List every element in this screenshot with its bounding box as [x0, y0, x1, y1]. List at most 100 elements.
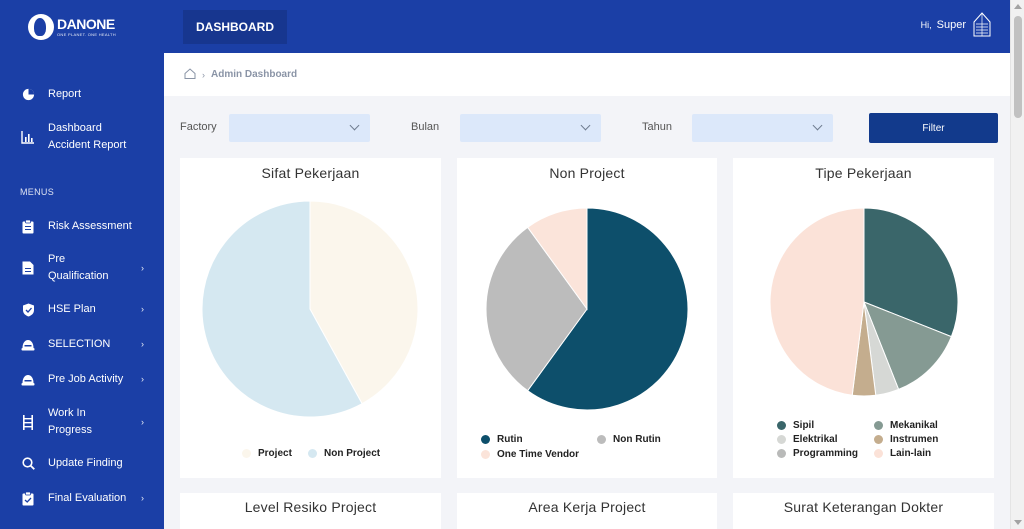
helmet-icon	[21, 338, 35, 352]
sidebar-item-risk-assessment[interactable]: Risk Assessment	[0, 218, 164, 235]
brand-tagline: ONE PLANET. ONE HEALTH	[57, 31, 116, 37]
bulan-select[interactable]	[460, 114, 601, 142]
factory-select[interactable]	[229, 114, 370, 142]
legend-item[interactable]: Rutin	[481, 434, 523, 445]
chart-card-area-kerja-project: Area Kerja Project	[457, 493, 717, 529]
user-name: Super	[936, 19, 966, 31]
chevron-right-icon: ›	[141, 304, 144, 314]
legend-item[interactable]: Elektrikal	[777, 434, 837, 445]
chart-card-sifat-pekerjaan: Sifat Pekerjaan Project Non Project	[180, 158, 441, 478]
chart-title: Tipe Pekerjaan	[815, 165, 912, 181]
breadcrumb: › Admin Dashboard	[164, 53, 1010, 96]
legend-label: Elektrikal	[793, 434, 838, 445]
filter-button[interactable]: Filter	[869, 113, 998, 143]
legend-label: Non Rutin	[613, 434, 661, 445]
legend-swatch	[242, 449, 251, 458]
search-icon	[21, 457, 35, 471]
legend-swatch	[597, 435, 606, 444]
sidebar-item-hse-plan[interactable]: HSE Plan ›	[0, 301, 164, 318]
user-menu[interactable]: Hi, Super	[921, 12, 992, 38]
sidebar-item-selection[interactable]: SELECTION ›	[0, 336, 164, 353]
legend-swatch	[874, 435, 883, 444]
breadcrumb-separator: ›	[202, 69, 205, 80]
chevron-down-icon	[580, 120, 591, 131]
pie-slice-project[interactable]	[309, 200, 419, 405]
chart-title: Sifat Pekerjaan	[261, 165, 360, 181]
legend-item[interactable]: Non Rutin	[597, 434, 661, 445]
sidebar-item-pre-qualification[interactable]: Pre Qualification ›	[0, 251, 164, 285]
shield-check-icon	[21, 303, 35, 317]
pie-slice-mekanikal[interactable]	[863, 301, 953, 391]
sidebar-item-label: Pre Job Activity	[48, 373, 124, 385]
sidebar-item-update-finding[interactable]: Update Finding	[0, 455, 164, 472]
legend-swatch	[481, 450, 490, 459]
breadcrumb-current: Admin Dashboard	[211, 69, 298, 80]
legend-label: Instrumen	[890, 434, 939, 445]
home-icon[interactable]	[184, 67, 196, 82]
legend-label: Non Project	[324, 448, 381, 459]
legend-item[interactable]: Mekanikal	[874, 420, 938, 431]
sidebar-item-label: Update Finding	[48, 457, 123, 469]
legend-label: One Time Vendor	[497, 449, 580, 460]
document-icon	[21, 261, 35, 275]
chart-card-non-project: Non Project Rutin Non Rutin One Time Ven…	[457, 158, 717, 478]
legend-item[interactable]: Lain-lain	[874, 448, 931, 459]
legend-label: Project	[258, 448, 292, 459]
top-bar: DASHBOARD Hi, Super	[164, 0, 1010, 53]
pie-slice-rutin[interactable]	[526, 207, 689, 411]
scrollbar-thumb[interactable]	[1014, 16, 1022, 118]
pie-slice-non-rutin[interactable]	[485, 226, 588, 392]
factory-label: Factory	[180, 121, 217, 133]
legend-swatch	[777, 435, 786, 444]
chart-title: Level Resiko Project	[244, 499, 377, 515]
legend-swatch	[874, 421, 883, 430]
sidebar-item-report[interactable]: Report	[0, 86, 164, 103]
sidebar-item-label: HSE Plan	[48, 303, 96, 315]
legend-label: Mekanikal	[890, 420, 938, 431]
sidebar-item-dashboard-accident-report[interactable]: Dashboard Accident Report	[0, 120, 164, 154]
legend-swatch	[777, 449, 786, 458]
pie-slice-one-time-vendor[interactable]	[526, 207, 588, 311]
brand-logo[interactable]: DANONE ONE PLANET. ONE HEALTH	[0, 0, 164, 53]
scroll-down-arrow-icon[interactable]	[1014, 520, 1022, 525]
tahun-select[interactable]	[692, 114, 833, 142]
brand-name: DANONE	[57, 15, 115, 32]
legend-label: Programming	[793, 448, 859, 459]
clipboard-check-icon	[21, 491, 35, 506]
pie-slice-lain-lain[interactable]	[769, 207, 865, 396]
clipboard-icon	[21, 219, 35, 234]
sidebar-item-final-evaluation[interactable]: Final Evaluation ›	[0, 490, 164, 507]
chevron-right-icon: ›	[141, 339, 144, 349]
chevron-right-icon: ›	[141, 374, 144, 384]
sidebar-item-work-in-progress[interactable]: Work In Progress ›	[0, 405, 164, 439]
sidebar-item-label: Pre Qualification	[48, 253, 109, 282]
helmet-icon	[21, 373, 35, 387]
legend-label: Lain-lain	[890, 448, 932, 459]
sidebar-item-label: Work In Progress	[48, 407, 93, 436]
chevron-down-icon	[349, 120, 360, 131]
chevron-right-icon: ›	[141, 262, 144, 273]
sidebar: DANONE ONE PLANET. ONE HEALTH Report Das…	[0, 0, 164, 529]
legend-item[interactable]: Sipil	[777, 420, 814, 431]
legend-swatch	[481, 435, 490, 444]
pie-chart-tipe-pekerjaan	[769, 207, 959, 397]
legend-item[interactable]: Project	[242, 448, 292, 459]
sidebar-item-pre-job-activity[interactable]: Pre Job Activity ›	[0, 371, 164, 388]
chevron-down-icon	[812, 120, 823, 131]
pie-slice-sipil[interactable]	[863, 207, 959, 338]
chart-card-surat-keterangan-dokter: Surat Keterangan Dokter	[733, 493, 994, 529]
sidebar-item-label: Dashboard Accident Report	[48, 122, 127, 151]
scroll-up-arrow-icon[interactable]	[1014, 4, 1022, 9]
chart-card-level-resiko-project: Level Resiko Project	[180, 493, 441, 529]
sidebar-item-label: Report	[48, 88, 82, 100]
legend-item[interactable]: Non Project	[308, 448, 380, 459]
legend-item[interactable]: One Time Vendor	[481, 449, 579, 460]
vertical-scrollbar[interactable]	[1010, 0, 1024, 529]
tab-dashboard[interactable]: DASHBOARD	[183, 10, 287, 44]
pie-slice-non-project[interactable]	[201, 200, 363, 418]
sidebar-item-label: Final Evaluation	[48, 492, 127, 504]
pie-chart-non-project	[485, 207, 689, 411]
legend-item[interactable]: Programming	[777, 448, 858, 459]
legend-item[interactable]: Instrumen	[874, 434, 938, 445]
legend-swatch	[308, 449, 317, 458]
